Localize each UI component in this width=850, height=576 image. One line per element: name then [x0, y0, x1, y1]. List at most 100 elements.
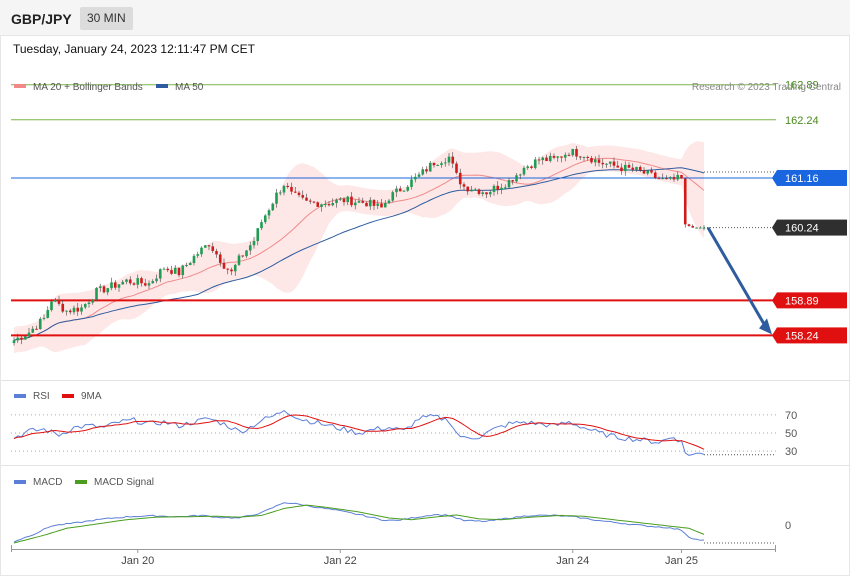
candle-body	[503, 187, 507, 189]
candle-body	[158, 269, 162, 279]
candle-body	[121, 281, 125, 285]
candle-body	[698, 227, 702, 229]
candle-body	[657, 177, 661, 179]
candle-body	[215, 250, 218, 255]
candle-body	[83, 303, 87, 308]
candle-body	[61, 303, 65, 312]
candle-body	[586, 156, 590, 158]
legend-label-macd-signal: MACD Signal	[94, 477, 154, 488]
x-tick-label: Jan 22	[324, 555, 357, 567]
candle-body	[316, 202, 320, 207]
candle-body	[353, 202, 357, 206]
level-tag-pointer	[772, 292, 777, 309]
candle-body	[702, 227, 706, 229]
candle-body	[545, 157, 548, 162]
candle-body	[113, 282, 117, 288]
candle-body	[207, 245, 211, 247]
level-tag-pointer	[772, 327, 777, 344]
candle-body	[500, 187, 503, 190]
candle-body	[530, 166, 533, 168]
candle-body	[192, 255, 196, 264]
candle-body	[473, 189, 477, 191]
rsi-tick-label: 70	[785, 410, 797, 422]
candle-body	[507, 180, 511, 188]
candle-body	[691, 225, 695, 228]
candle-body	[233, 264, 237, 272]
candle-body	[162, 268, 166, 270]
candle-body	[136, 278, 140, 285]
candle-body	[365, 202, 368, 207]
candle-body	[635, 166, 638, 170]
candle-body	[631, 167, 635, 170]
candle-body	[650, 170, 653, 173]
candle-body	[305, 197, 308, 201]
candle-body	[590, 157, 593, 163]
candle-body	[646, 170, 650, 174]
level-label-pivot: 161.16	[785, 173, 819, 185]
legend-swatch-macd-signal	[75, 480, 87, 484]
candle-body	[267, 210, 271, 216]
candle-body	[278, 192, 282, 194]
candle-body	[181, 265, 185, 276]
candle-body	[170, 270, 173, 274]
candle-body	[27, 332, 31, 337]
candle-body	[245, 250, 248, 257]
candle-body	[320, 204, 323, 207]
level-tag-support	[777, 292, 847, 309]
candle-body	[537, 159, 541, 161]
candle-body	[548, 155, 552, 162]
level-tag-pointer	[772, 219, 777, 236]
candle-body	[526, 166, 530, 168]
candle-body	[541, 157, 545, 161]
candle-body	[492, 185, 496, 192]
candle-body	[312, 201, 316, 203]
level-tag-support	[777, 327, 847, 344]
x-tick-label: Jan 24	[556, 555, 589, 567]
forecast-arrow-head	[759, 318, 772, 335]
candle-body	[421, 169, 425, 175]
candle-body	[372, 199, 376, 206]
ma50-line	[13, 167, 705, 341]
candle-body	[196, 254, 200, 256]
candle-body	[361, 201, 365, 203]
candle-body	[425, 169, 428, 172]
legend-swatch-rsi-ma	[62, 394, 74, 398]
candle-body	[173, 267, 177, 274]
candle-body	[282, 185, 286, 193]
candle-body	[413, 176, 417, 180]
candle-body	[470, 190, 473, 192]
candle-body	[35, 328, 38, 330]
x-tick-label: Jan 20	[121, 555, 154, 567]
timeframe-button[interactable]: 30 MIN	[80, 7, 133, 30]
candle-body	[515, 175, 518, 182]
candle-body	[218, 254, 222, 263]
candle-body	[462, 184, 466, 187]
candle-body	[391, 192, 395, 201]
legend-label-ma20: MA 20 + Bollinger Bands	[33, 82, 143, 93]
candle-body	[286, 185, 290, 188]
candle-body	[556, 156, 560, 158]
candle-body	[410, 179, 413, 187]
candle-body	[496, 185, 500, 190]
macd-tick-label: 0	[785, 520, 791, 532]
candle-body	[432, 162, 436, 166]
candle-body	[185, 265, 188, 267]
candle-body	[627, 164, 631, 168]
candle-body	[380, 203, 383, 208]
candle-body	[653, 172, 657, 178]
candle-body	[128, 279, 132, 284]
instrument-symbol[interactable]: GBP/JPY	[11, 11, 72, 27]
candle-body	[518, 174, 522, 176]
candle-body	[402, 190, 406, 192]
x-tick-label: Jan 25	[665, 555, 698, 567]
candle-body	[440, 163, 443, 165]
candle-body	[98, 286, 102, 288]
candle-body	[560, 156, 563, 158]
candle-body	[50, 301, 53, 311]
candle-body	[676, 174, 680, 180]
macd-line	[13, 502, 705, 543]
candle-body	[16, 337, 20, 341]
candle-body	[57, 300, 61, 304]
rsi-tick-label: 50	[785, 428, 797, 440]
